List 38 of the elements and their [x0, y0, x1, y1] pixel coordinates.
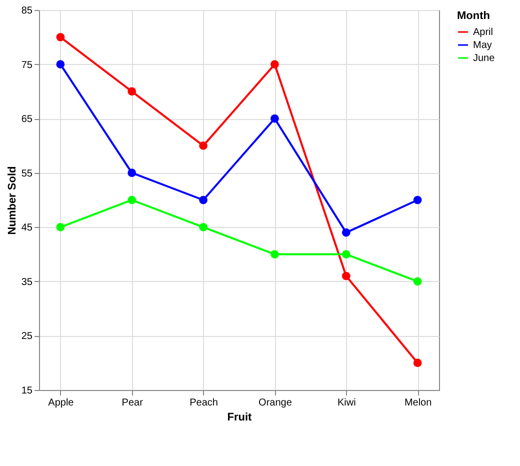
y-tick-label: 55: [21, 168, 33, 180]
x-tick-label: Pear: [122, 398, 144, 408]
point: [342, 272, 350, 280]
point: [128, 196, 136, 204]
point: [270, 60, 279, 68]
point: [56, 32, 65, 42]
y-axis-title: Number Sold: [6, 166, 18, 235]
point: [199, 222, 208, 232]
y-tick-label: 25: [21, 331, 33, 342]
legend-label: May: [473, 40, 492, 51]
point: [56, 222, 65, 232]
y-tick-label: 45: [21, 222, 33, 234]
point: [199, 142, 208, 150]
point: [270, 114, 279, 123]
point: [56, 60, 65, 68]
point: [128, 87, 136, 96]
x-tick-label: Kiwi: [337, 398, 356, 408]
point: [413, 358, 422, 368]
y-tick-label: 35: [21, 276, 33, 288]
point: [199, 196, 208, 204]
y-tick-label: 65: [21, 114, 33, 126]
point: [270, 250, 279, 258]
x-axis-title: Fruit: [227, 412, 252, 424]
legend-label: June: [473, 53, 496, 64]
x-tick-label: Melon: [404, 398, 432, 408]
point: [128, 168, 136, 178]
x-tick-label: Peach: [190, 398, 218, 408]
x-tick-label: Apple: [48, 398, 74, 408]
y-tick-label: 75: [21, 60, 33, 71]
legend-label: April: [473, 27, 494, 38]
legend-title: Month: [457, 10, 490, 22]
y-tick-label: 15: [21, 386, 33, 396]
point: [342, 250, 350, 258]
point: [342, 228, 350, 237]
point: [413, 277, 422, 286]
point: [413, 196, 422, 204]
y-tick-label: 85: [21, 6, 33, 16]
x-tick-label: Orange: [258, 398, 292, 408]
